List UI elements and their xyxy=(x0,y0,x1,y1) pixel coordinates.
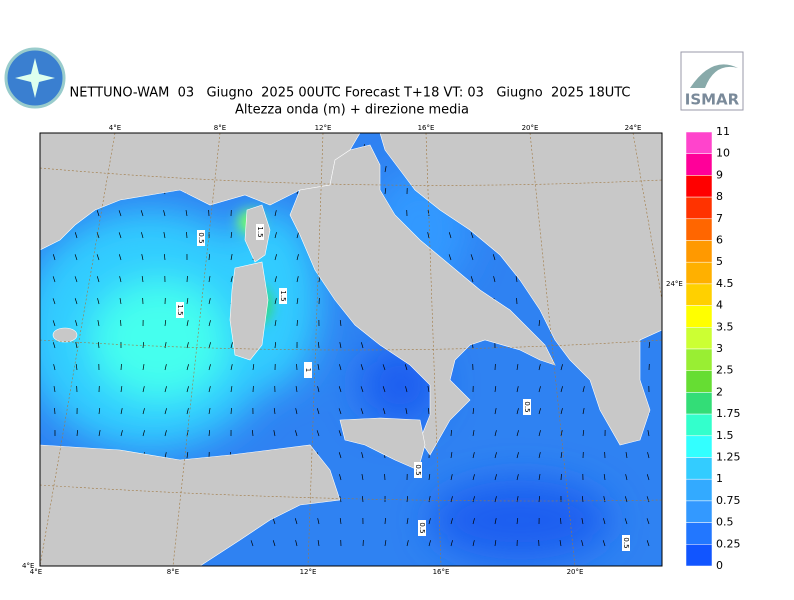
colorbar-label: 0.25 xyxy=(716,537,741,550)
lon-label-bottom: 12°E xyxy=(300,568,317,576)
colorbar-segment xyxy=(686,262,712,284)
colorbar-segment xyxy=(686,349,712,371)
contour-label: 0.5 xyxy=(622,537,630,548)
contour-label: 1.5 xyxy=(176,304,184,315)
lon-label-bottom: 8°E xyxy=(167,568,179,576)
subtitle: Altezza onda (m) + direzione media xyxy=(235,103,469,118)
colorbar-segment xyxy=(686,414,712,436)
colorbar-segment xyxy=(686,544,712,566)
colorbar-segment xyxy=(686,306,712,328)
lon-label-top: 24°E xyxy=(625,124,642,132)
side-label: 4°E xyxy=(22,562,34,570)
logo-text: ISMAR xyxy=(685,91,740,109)
colorbar-segment xyxy=(686,154,712,176)
colorbar-label: 5 xyxy=(716,255,723,268)
colorbar-label: 0.75 xyxy=(716,494,741,507)
contour-label: 1.5 xyxy=(256,226,264,237)
colorbar-label: 8 xyxy=(716,190,723,203)
contour-label: 0.5 xyxy=(523,401,531,412)
colorbar-label: 1.25 xyxy=(716,451,741,464)
colorbar-label: 0 xyxy=(716,559,723,572)
lon-label-top: 20°E xyxy=(522,124,539,132)
lon-label-top: 16°E xyxy=(418,124,435,132)
colorbar-segment xyxy=(686,501,712,523)
colorbar-segment xyxy=(686,392,712,414)
colorbar-label: 1.5 xyxy=(716,429,734,442)
colorbar-label: 1 xyxy=(716,472,723,485)
colorbar-label: 7 xyxy=(716,212,723,225)
colorbar-label: 3.5 xyxy=(716,320,734,333)
lon-label-top: 8°E xyxy=(214,124,226,132)
colorbar: 11 10 9 8 7 6 5 4.5 4 3.5 3 2.5 2 1.75 1.5 1.25 1 0.75 0.5… xyxy=(686,125,741,572)
colorbar-label: 4 xyxy=(716,299,723,312)
colorbar-segment xyxy=(686,132,712,154)
contour-label: 0.5 xyxy=(197,232,205,243)
contour-label: 1.5 xyxy=(279,290,287,301)
colorbar-label: 4.5 xyxy=(716,277,734,290)
colorbar-label: 2.5 xyxy=(716,364,734,377)
colorbar-label: 11 xyxy=(716,125,730,138)
colorbar-segment xyxy=(686,219,712,241)
colorbar-segment xyxy=(686,175,712,197)
colorbar-label: 0.5 xyxy=(716,516,734,529)
map-area: 0.5 1.5 1.5 1.5 1 0.5 0.5 0.5 0.5 xyxy=(20,133,662,566)
colorbar-segment xyxy=(686,371,712,393)
title: NETTUNO-WAM 03 Giugno 2025 00UTC Forecas… xyxy=(69,86,630,101)
colorbar-label: 10 xyxy=(716,147,730,160)
colorbar-segment xyxy=(686,284,712,306)
side-label: 24°E xyxy=(666,280,683,288)
colorbar-label: 3 xyxy=(716,342,723,355)
colorbar-segment xyxy=(686,197,712,219)
contour-label: 0.5 xyxy=(418,522,426,533)
colorbar-segment xyxy=(686,479,712,501)
colorbar-label: 1.75 xyxy=(716,407,741,420)
colorbar-label: 2 xyxy=(716,385,723,398)
lon-label-top: 12°E xyxy=(315,124,332,132)
colorbar-label: 9 xyxy=(716,168,723,181)
lon-label-top: 4°E xyxy=(109,124,121,132)
lon-label-bottom: 20°E xyxy=(567,568,584,576)
colorbar-segment xyxy=(686,241,712,263)
contour-label: 0.5 xyxy=(414,464,422,475)
lon-label-bottom: 16°E xyxy=(433,568,450,576)
colorbar-segment xyxy=(686,523,712,545)
contour-label: 1 xyxy=(304,368,312,372)
colorbar-segment xyxy=(686,436,712,458)
colorbar-segment xyxy=(686,458,712,480)
colorbar-segment xyxy=(686,327,712,349)
colorbar-label: 6 xyxy=(716,234,723,247)
